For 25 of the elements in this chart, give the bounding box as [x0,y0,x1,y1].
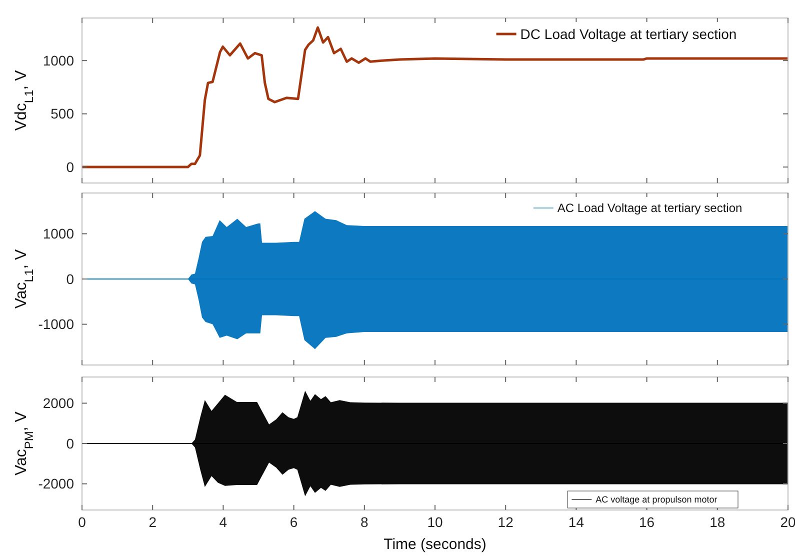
legend-label: AC Load Voltage at tertiary section [557,201,742,216]
y-tick-label: 0 [66,435,74,452]
x-tick-label: 0 [78,514,86,530]
x-tick-label: 14 [568,514,584,530]
x-tick-label: 20 [780,514,795,530]
legend-label: DC Load Voltage at tertiary section [520,26,737,42]
x-tick-label: 6 [290,514,298,530]
y-tick-label: 2000 [42,395,74,412]
x-tick-label: 8 [360,514,368,530]
y-tick-label: 0 [66,270,74,287]
legend-label: AC voltage at propulson motor [596,494,718,505]
line-series [82,26,788,168]
y-tick-label: 0 [66,158,74,175]
x-tick-label: 12 [498,514,514,530]
x-tick-label: 4 [219,514,228,530]
y-tick-label: -1000 [38,316,74,332]
y-tick-label: 1000 [42,52,74,68]
y-tick-label: 1000 [42,226,74,242]
x-tick-label: 2 [148,514,157,530]
y-tick-label: 500 [50,106,74,122]
x-tick-label: 16 [639,514,655,530]
y-tick-label: -2000 [38,476,74,492]
x-axis-title: Time (seconds) [384,536,486,553]
x-tick-label: 18 [710,514,726,530]
x-tick-label: 10 [427,514,443,530]
